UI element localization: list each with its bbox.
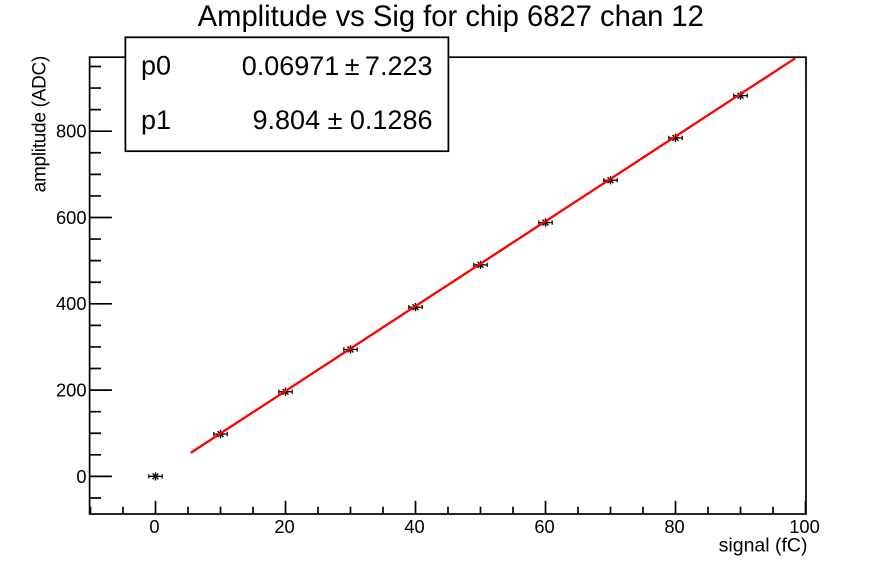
svg-text:p1: p1: [141, 105, 171, 135]
svg-text:0: 0: [76, 466, 86, 487]
svg-text:80: 80: [664, 516, 684, 537]
svg-text:p0: p0: [141, 51, 171, 81]
svg-text:0.06971 ± 7.223: 0.06971 ± 7.223: [242, 51, 433, 81]
svg-text:200: 200: [56, 380, 87, 401]
svg-text:60: 60: [534, 516, 554, 537]
svg-text:400: 400: [56, 293, 87, 314]
svg-text:Amplitude vs Sig for chip 6827: Amplitude vs Sig for chip 6827 chan 12: [198, 1, 704, 33]
svg-text:20: 20: [274, 516, 294, 537]
svg-text:800: 800: [56, 121, 87, 142]
svg-text:amplitude (ADC): amplitude (ADC): [30, 56, 51, 192]
svg-text:signal (fC): signal (fC): [719, 535, 808, 557]
svg-text:0: 0: [149, 516, 159, 537]
svg-text:9.804 ± 0.1286: 9.804 ± 0.1286: [253, 105, 433, 135]
svg-text:600: 600: [56, 207, 87, 228]
svg-text:40: 40: [404, 516, 424, 537]
svg-text:100: 100: [789, 516, 820, 537]
